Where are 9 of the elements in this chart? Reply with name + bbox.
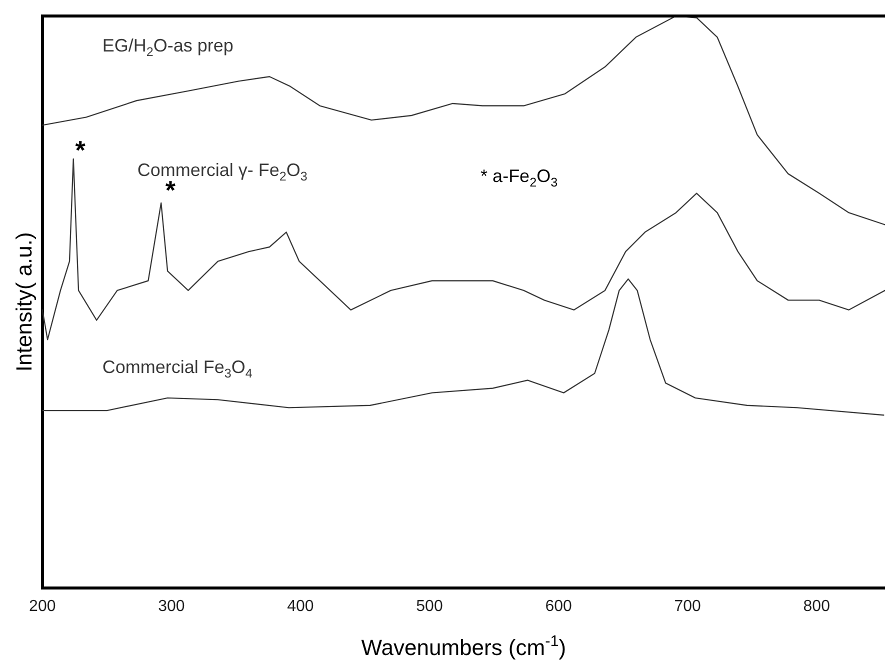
x-tick-label: 200 bbox=[29, 598, 56, 615]
x-tick-label: 700 bbox=[674, 598, 702, 615]
y-axis-title: Intensity( a.u.) bbox=[11, 232, 36, 372]
x-tick-label: 800 bbox=[803, 598, 830, 615]
x-tick-label: 500 bbox=[416, 598, 443, 615]
x-tick-label: 400 bbox=[287, 598, 314, 615]
x-tick-label: 300 bbox=[158, 598, 185, 615]
annotation: * bbox=[75, 134, 86, 165]
x-tick-label: 600 bbox=[545, 598, 572, 615]
